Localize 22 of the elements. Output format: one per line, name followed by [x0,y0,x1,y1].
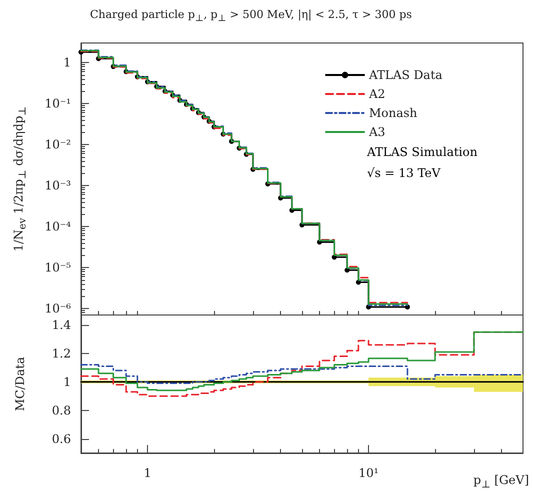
y-tick-label: 1.4 [52,318,72,332]
y-tick-label: 10⁻⁴ [44,220,72,234]
y-tick-label: 10⁻¹ [44,96,71,111]
annotation: √s = 13 TeV [367,166,441,180]
legend-label: Monash [369,106,418,120]
annotation: ATLAS Simulation [366,145,478,159]
chart-title: Charged particle p$_{⊥}$, p$_{⊥}$ > 500 MeV, |η| < 2.5, τ > 300 ps [90,8,412,24]
y-tick-label: 1.2 [52,346,71,360]
y-tick-label: 0.8 [52,403,71,418]
y-axis-title: MC/Data [13,356,27,412]
legend-label: A3 [368,125,386,139]
y-tick-label: 0.6 [52,432,71,446]
y-tick-label: 10⁻³ [44,178,72,193]
y-tick-label: 10⁻² [44,138,72,152]
y-tick-label: 1 [63,56,71,70]
y-tick-label: 10⁻⁶ [44,302,72,316]
y-tick-label: 10⁻⁵ [44,260,72,275]
y-tick-label: 1 [63,374,71,389]
x-axis-title: p$_{⊥}$ [GeV] [473,472,529,490]
x-tick-label: 10¹ [358,466,379,480]
legend-label: ATLAS Data [368,68,442,82]
legend-label: A2 [368,87,386,101]
